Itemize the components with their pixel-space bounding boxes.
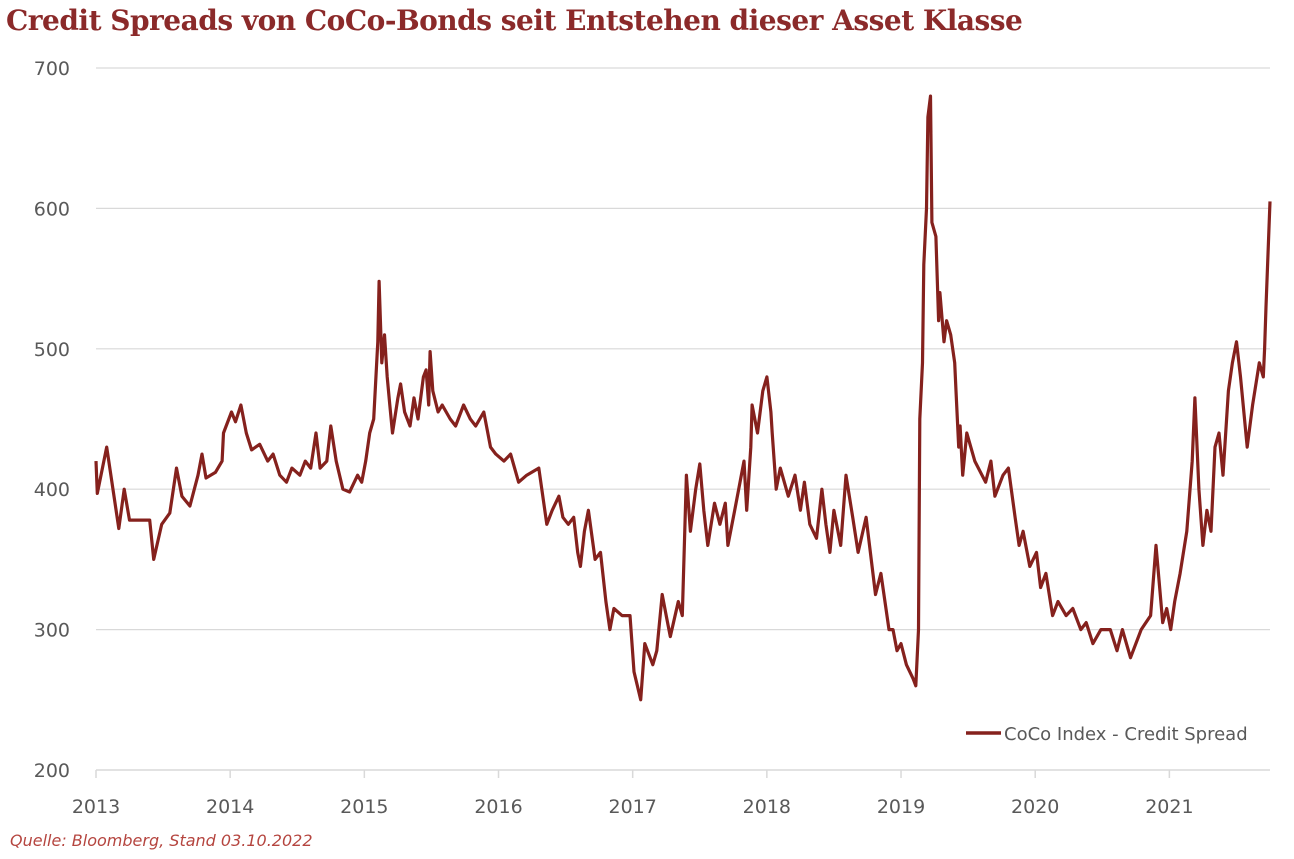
series-group bbox=[94, 94, 1272, 702]
x-tick-label: 2013 bbox=[72, 796, 120, 818]
x-tick-label: 2014 bbox=[206, 796, 254, 818]
source-note: Quelle: Bloomberg, Stand 03.10.2022 bbox=[10, 831, 313, 850]
x-tick-label: 2019 bbox=[877, 796, 925, 818]
y-tick-label: 700 bbox=[34, 58, 70, 80]
x-tick-label: 2020 bbox=[1011, 796, 1059, 818]
y-tick-label: 500 bbox=[34, 339, 70, 361]
y-tick-label: 600 bbox=[34, 198, 70, 220]
x-tick-label: 2021 bbox=[1145, 796, 1193, 818]
y-tick-label: 200 bbox=[34, 760, 70, 782]
series-line-coco-index bbox=[94, 94, 1272, 702]
gridlines bbox=[96, 67, 1270, 631]
y-tick-label: 400 bbox=[34, 479, 70, 501]
y-tick-label: 300 bbox=[34, 620, 70, 642]
y-axis: 200 300 400 500 600 700 bbox=[34, 58, 70, 782]
legend: CoCo Index - Credit Spread bbox=[966, 724, 1248, 745]
x-tick-label: 2015 bbox=[340, 796, 388, 818]
x-tick-label: 2016 bbox=[474, 796, 522, 818]
x-axis: 2013 2014 2015 2016 2017 2018 2019 2020 2021 bbox=[72, 769, 1270, 818]
chart-title: Credit Spreads von CoCo-Bonds seit Entst… bbox=[6, 4, 1023, 37]
x-tick-label: 2018 bbox=[743, 796, 791, 818]
x-tick-label: 2017 bbox=[609, 796, 657, 818]
legend-label: CoCo Index - Credit Spread bbox=[1004, 724, 1248, 745]
